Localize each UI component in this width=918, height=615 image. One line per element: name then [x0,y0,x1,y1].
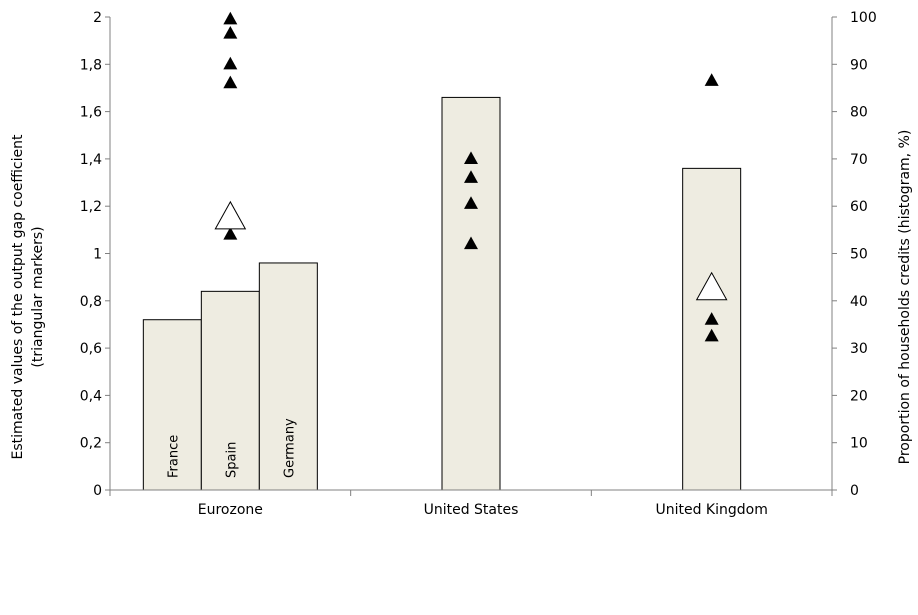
category-label: Eurozone [198,502,263,518]
bars-layer: France Spain Germany [142,96,742,491]
y-tick-label: 1 [93,247,102,263]
filled-marker [704,312,719,325]
y-tick-label: 1,2 [80,199,102,215]
y-axis-title-line2: (triangular markers) [30,226,46,367]
y2-tick-label: 50 [850,247,868,263]
y2-tick-label: 30 [850,341,868,357]
axes-layer: 00,20,40,60,811,21,41,61,820102030405060… [80,10,877,518]
bar [258,262,318,491]
bar-label: France [166,435,181,478]
filled-marker [223,75,238,89]
y-tick-label: 1,6 [80,105,102,121]
markers-layer [214,11,728,342]
filled-marker [223,25,238,39]
filled-marker [704,73,719,86]
y-tick-label: 2 [93,10,102,26]
bar-label: Germany [282,418,297,478]
y-axis-title: Estimated values of the output gap coeff… [10,134,26,459]
bar-label: Spain [224,442,239,478]
category-label: United Kingdom [655,502,767,518]
filled-marker [223,11,238,25]
filled-marker [464,170,478,183]
filled-marker [464,236,478,250]
hollow-marker [695,271,728,301]
filled-marker [464,151,478,164]
bar [200,290,260,491]
y2-tick-label: 80 [850,105,868,121]
y2-tick-label: 40 [850,294,868,310]
y-tick-label: 0,8 [80,294,102,310]
filled-marker [464,196,478,209]
y2-axis-title: Proportion of households credits (histog… [897,130,913,465]
bar [142,319,202,491]
filled-marker [223,56,238,70]
y2-tick-label: 70 [850,152,868,168]
y2-tick-label: 10 [850,436,868,452]
filled-marker [704,328,719,342]
filled-marker [223,227,238,240]
y2-tick-label: 100 [850,10,877,26]
y2-tick-label: 60 [850,199,868,215]
y-tick-label: 0,6 [80,341,102,357]
y-tick-label: 0,4 [80,388,102,404]
y-tick-label: 0 [93,483,102,499]
y-tick-label: 1,4 [80,152,102,168]
y2-tick-label: 90 [850,57,868,73]
y-tick-label: 0,2 [80,436,102,452]
y2-tick-label: 20 [850,388,868,404]
y2-tick-label: 0 [850,483,859,499]
hollow-marker [214,200,247,230]
y-tick-label: 1,8 [80,57,102,73]
category-label: United States [424,502,519,518]
